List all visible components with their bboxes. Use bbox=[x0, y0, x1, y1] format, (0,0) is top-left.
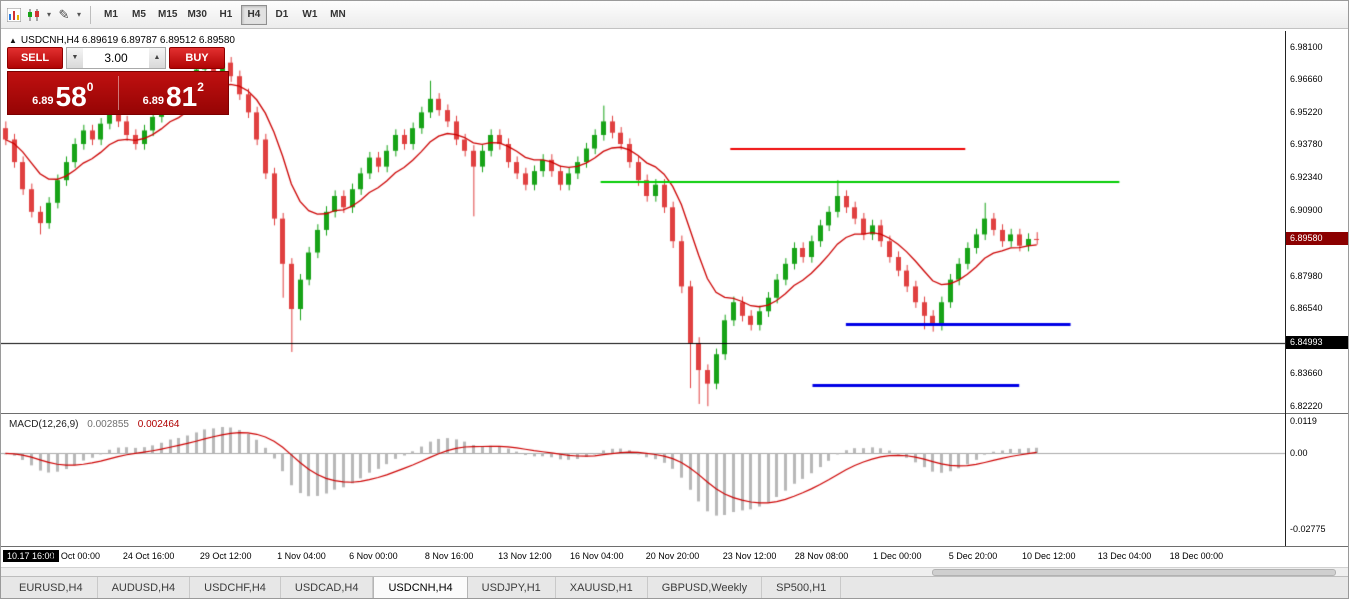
chart-tab-usdcad-h4[interactable]: USDCAD,H4 bbox=[281, 577, 374, 598]
price-axis-label: 6.83660 bbox=[1290, 368, 1323, 379]
macd-main-value: 0.002855 bbox=[87, 419, 129, 430]
buy-button[interactable]: BUY bbox=[169, 47, 225, 69]
time-axis-label: 23 Nov 12:00 bbox=[722, 551, 777, 561]
price-axis-border bbox=[1285, 31, 1286, 546]
price-level-badge: 6.84993 bbox=[1286, 336, 1348, 350]
macd-name: MACD(12,26,9) bbox=[9, 419, 79, 430]
current-price-badge: 6.89580 bbox=[1286, 232, 1348, 246]
time-axis-label: 13 Dec 04:00 bbox=[1097, 551, 1152, 561]
timeframe-button-m5[interactable]: M5 bbox=[132, 8, 146, 20]
time-axis-label: 1 Nov 04:00 bbox=[277, 551, 326, 561]
macd-axis-label: -0.02775 bbox=[1290, 523, 1326, 534]
trade-controls-row: SELL ▼ ▲ BUY bbox=[7, 47, 229, 69]
chart-tab-usdchf-h4[interactable]: USDCHF,H4 bbox=[190, 577, 281, 598]
volume-stepper: ▼ ▲ bbox=[66, 47, 166, 69]
chart-tab-usdjpy-h1[interactable]: USDJPY,H1 bbox=[468, 577, 556, 598]
time-axis-label: 5 Dec 20:00 bbox=[948, 551, 998, 561]
timeframe-button-w1[interactable]: W1 bbox=[302, 8, 318, 20]
timeframe-button-m1[interactable]: M1 bbox=[104, 8, 118, 20]
time-axis-label: 13 Nov 12:00 bbox=[498, 551, 552, 561]
chart-type-icon[interactable] bbox=[24, 5, 44, 25]
one-click-collapse-icon[interactable]: ▲ bbox=[9, 36, 17, 45]
time-axis[interactable]: 10.17 16:00 20 Oct 00:00 24 Oct 16:00 29 Oc… bbox=[1, 547, 1285, 567]
volume-increase-button[interactable]: ▲ bbox=[149, 48, 165, 68]
bid-price-prefix: 6.89 bbox=[32, 95, 54, 107]
app-icon[interactable] bbox=[4, 5, 24, 25]
timeframe-buttons: M1 M5 M15 M30 H1 H4 D1 W1 MN bbox=[97, 4, 352, 25]
time-axis-label: 10 Dec 12:00 bbox=[1021, 551, 1076, 561]
chart-tab-audusd-h4[interactable]: AUDUSD,H4 bbox=[98, 577, 191, 598]
timeframe-button-d1[interactable]: D1 bbox=[275, 8, 289, 20]
time-axis-label: 29 Oct 12:00 bbox=[199, 551, 252, 561]
ask-price-prefix: 6.89 bbox=[142, 95, 165, 107]
price-axis-label: 6.98100 bbox=[1290, 41, 1323, 52]
chart-scrollbar[interactable] bbox=[1, 567, 1348, 576]
price-axis-label: 6.90900 bbox=[1290, 204, 1323, 215]
chart-scrollbar-thumb[interactable] bbox=[931, 569, 1337, 576]
price-axis-label: 6.86540 bbox=[1290, 303, 1323, 314]
ask-price-big-digits: 81 bbox=[166, 81, 198, 112]
price-axis-label: 6.87980 bbox=[1290, 270, 1323, 281]
ask-price-display[interactable]: 6.89 81 2 bbox=[119, 72, 229, 114]
time-axis-label: 28 Nov 08:00 bbox=[794, 551, 849, 561]
macd-indicator-canvas[interactable] bbox=[1, 414, 1285, 546]
ask-price-pip-digit: 2 bbox=[197, 80, 204, 94]
chart-tab-gbpusd-weekly[interactable]: GBPUSD,Weekly bbox=[648, 577, 763, 598]
bid-price-pip-digit: 0 bbox=[86, 80, 94, 94]
macd-signal-value: 0.002464 bbox=[137, 419, 180, 430]
one-click-trading-panel: SELL ▼ ▲ BUY 6.89 58 0 6.89 81 2 bbox=[7, 47, 229, 115]
ohlc-title-text: USDCNH,H4 6.89619 6.89787 6.89512 6.8958… bbox=[20, 35, 235, 46]
candlestick-icon bbox=[28, 8, 39, 21]
draw-tools-icon[interactable]: ✎ bbox=[54, 5, 74, 25]
volume-decrease-button[interactable]: ▼ bbox=[67, 48, 83, 68]
timeframe-button-m30[interactable]: M30 bbox=[187, 8, 207, 20]
bid-price-display[interactable]: 6.89 58 0 bbox=[8, 72, 118, 114]
price-axis[interactable]: 6.98100 6.96660 6.95220 6.93780 6.92340 6.909… bbox=[1286, 31, 1348, 413]
bid-price-big-digits: 58 bbox=[55, 81, 87, 112]
timeframe-button-h1[interactable]: H1 bbox=[219, 8, 233, 20]
toolbar: ▾ ✎ ▾ M1 M5 M15 M30 H1 H4 D1 W1 MN bbox=[1, 1, 1348, 29]
toolbar-separator bbox=[90, 5, 91, 24]
chart-tab-xauusd-h1[interactable]: XAUUSD,H1 bbox=[556, 577, 648, 598]
timeframe-button-m15[interactable]: M15 bbox=[158, 8, 178, 20]
time-axis-label: 8 Nov 16:00 bbox=[424, 551, 474, 561]
sell-button[interactable]: SELL bbox=[7, 47, 63, 69]
price-divider bbox=[117, 76, 119, 110]
volume-input[interactable] bbox=[83, 48, 149, 68]
macd-axis[interactable]: 0.0119 0.00 -0.02775 bbox=[1286, 414, 1348, 546]
time-axis-label: 16 Nov 04:00 bbox=[569, 551, 624, 561]
macd-axis-label: 0.00 bbox=[1290, 448, 1308, 459]
pencil-icon: ✎ bbox=[58, 6, 70, 22]
panel-separator[interactable] bbox=[1, 413, 1348, 414]
macd-indicator-label: MACD(12,26,9) 0.002855 0.002464 bbox=[9, 419, 179, 430]
chart-tab-eurusd-h4[interactable]: EURUSD,H4 bbox=[5, 577, 98, 598]
time-axis-label: 1 Dec 00:00 bbox=[872, 551, 922, 561]
price-axis-label: 6.95220 bbox=[1290, 106, 1323, 117]
time-axis-label: 20 Nov 20:00 bbox=[645, 551, 700, 561]
chart-ohlc-title: ▲ USDCNH,H4 6.89619 6.89787 6.89512 6.89… bbox=[9, 35, 235, 46]
time-axis-label: 24 Oct 16:00 bbox=[122, 551, 175, 561]
price-axis-label: 6.92340 bbox=[1290, 172, 1323, 183]
price-axis-label: 6.96660 bbox=[1290, 74, 1323, 85]
timeframe-button-mn[interactable]: MN bbox=[330, 8, 346, 20]
bid-ask-display: 6.89 58 0 6.89 81 2 bbox=[7, 71, 229, 115]
time-axis-label: 18 Dec 00:00 bbox=[1169, 551, 1224, 561]
chevron-down-icon[interactable]: ▾ bbox=[46, 10, 51, 19]
chart-tab-sp500-h1[interactable]: SP500,H1 bbox=[762, 577, 842, 598]
chart-area: ▲ USDCNH,H4 6.89619 6.89787 6.89512 6.89… bbox=[1, 29, 1348, 576]
chart-tab-usdcnh-h4[interactable]: USDCNH,H4 bbox=[373, 577, 468, 598]
macd-axis-label: 0.0119 bbox=[1290, 416, 1317, 427]
chart-tabs-bar: EURUSD,H4 AUDUSD,H4 USDCHF,H4 USDCAD,H4 USDC… bbox=[1, 576, 1348, 598]
price-axis-label: 6.82220 bbox=[1290, 400, 1323, 411]
panel-separator[interactable] bbox=[1, 546, 1348, 547]
chevron-down-icon[interactable]: ▾ bbox=[76, 10, 81, 19]
timeframe-button-h4[interactable]: H4 bbox=[240, 4, 267, 25]
app-icon-glyph bbox=[7, 7, 21, 22]
time-axis-label: 6 Nov 00:00 bbox=[349, 551, 398, 561]
price-axis-label: 6.93780 bbox=[1290, 139, 1323, 150]
time-axis-label: 20 Oct 00:00 bbox=[48, 551, 100, 561]
time-start-badge: 10.17 16:00 bbox=[3, 550, 59, 562]
